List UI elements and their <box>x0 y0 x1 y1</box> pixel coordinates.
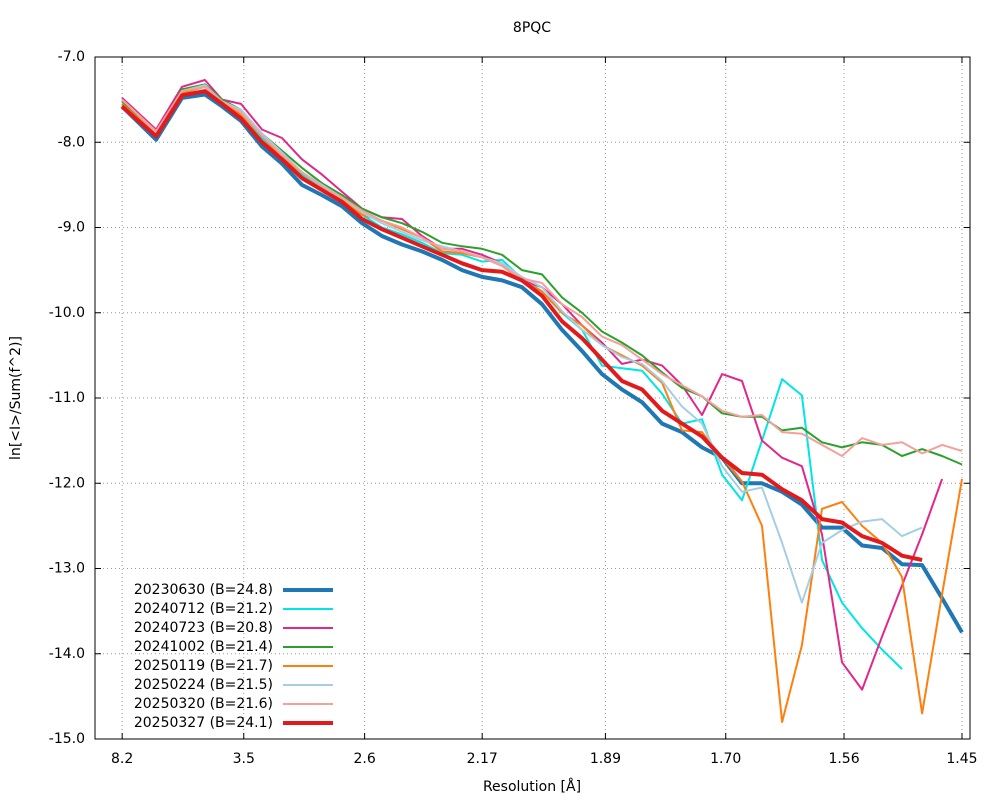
y-tick-label: -15.0 <box>49 731 85 747</box>
legend-label: 20241002 (B=21.4) <box>134 639 273 655</box>
series-line <box>120 89 923 562</box>
legend-label: 20250327 (B=24.1) <box>134 715 273 731</box>
plot-frame <box>94 56 971 740</box>
x-tick-label: 1.70 <box>710 751 741 767</box>
x-tick-label: 1.45 <box>946 751 977 767</box>
series-line <box>121 84 923 604</box>
y-tick-label: -10.0 <box>49 305 85 321</box>
legend-label: 20240712 (B=21.2) <box>134 601 273 617</box>
legend-label: 20250320 (B=21.6) <box>134 696 273 712</box>
y-axis-label: ln[<I>/Sum(f^2)] <box>8 336 24 460</box>
y-tick-label: -8.0 <box>58 134 85 150</box>
x-tick-label: 1.56 <box>828 751 859 767</box>
legend-label: 20240723 (B=20.8) <box>134 620 273 636</box>
y-tick-label: -9.0 <box>58 220 85 236</box>
y-tick-label: -12.0 <box>49 475 85 491</box>
x-tick-label: 8.2 <box>111 751 133 767</box>
legend-label: 20250119 (B=21.7) <box>134 658 273 674</box>
y-tick-label: -13.0 <box>49 561 85 577</box>
y-tick-label: -11.0 <box>49 390 85 406</box>
x-tick-label: 3.5 <box>233 751 255 767</box>
x-tick-label: 1.89 <box>590 751 621 767</box>
series-line <box>121 83 963 466</box>
y-tick-label: -7.0 <box>58 49 85 65</box>
series-line <box>121 85 963 457</box>
x-axis-label: Resolution [Å] <box>483 778 581 795</box>
x-tick-label: 2.6 <box>353 751 375 767</box>
chart-title: 8PQC <box>513 20 551 36</box>
series-line <box>121 79 944 691</box>
legend-label: 20250224 (B=21.5) <box>134 677 273 693</box>
series-line <box>120 92 964 634</box>
legend-label: 20230630 (B=24.8) <box>134 582 273 598</box>
y-tick-label: -14.0 <box>49 646 85 662</box>
x-tick-label: 2.17 <box>467 751 498 767</box>
